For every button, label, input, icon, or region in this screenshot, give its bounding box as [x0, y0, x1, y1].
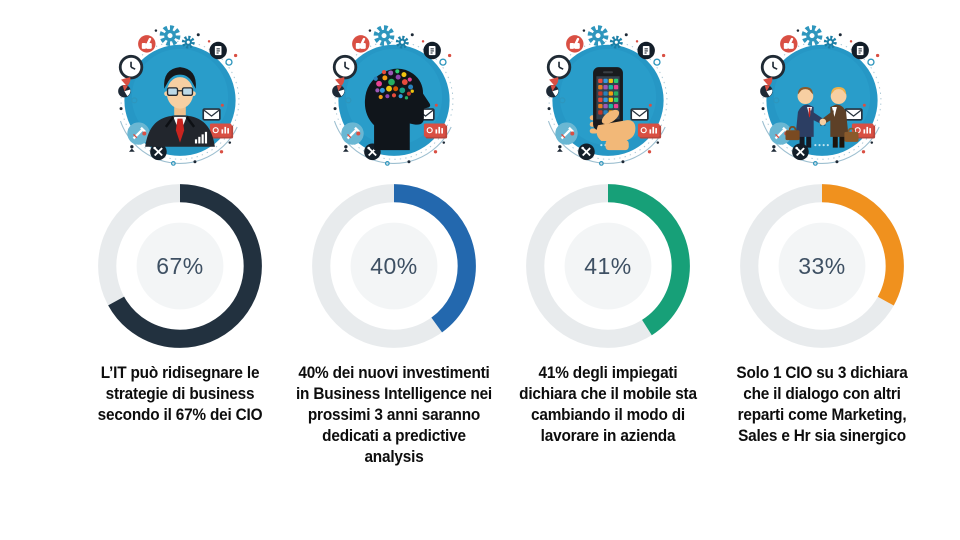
donut-progress: [98, 184, 262, 348]
percent-value: 41%: [584, 252, 632, 279]
percent-value: 67%: [156, 252, 204, 279]
donut-chart-bi: 40%: [310, 182, 478, 350]
handshake-hands: [819, 118, 827, 126]
donut-progress: [740, 184, 904, 348]
smartphone-hand-illustration: [525, 14, 691, 180]
handshake-illustration: [739, 14, 905, 180]
brain-dots: [373, 69, 414, 100]
stat-card-bi: 40% 40% dei nuovi investimenti in Busine…: [296, 14, 492, 468]
hand-palm: [596, 120, 636, 141]
stat-card-mobile: 41% 41% degli impiegati dichiara che il …: [510, 14, 706, 468]
stat-caption: Solo 1 CIO su 3 dichiara che il dialogo …: [736, 364, 908, 445]
percent-value: 33%: [798, 252, 846, 279]
donut-center: [350, 222, 438, 310]
briefcase-icon: [785, 126, 800, 141]
hand-thumb: [601, 109, 620, 124]
donut-chart-mobile: 41%: [524, 182, 692, 350]
stat-caption: L’IT può ridisegnare le strategie di bus…: [97, 364, 263, 424]
donut-center: [136, 222, 224, 310]
donut-center: [564, 222, 652, 310]
stat-caption: 41% degli impiegati dichiara che il mobi…: [519, 364, 697, 445]
idea-head-illustration: [311, 14, 477, 180]
infographic-board: 67% L’IT può ridisegnare le strategie di…: [0, 0, 920, 468]
donut-chart-cio: 67%: [96, 182, 264, 350]
stat-caption: 40% dei nuovi investimenti in Business I…: [295, 364, 493, 466]
businessman-figure: [145, 67, 215, 147]
app-grid: [598, 78, 619, 115]
glasses-icon: [166, 87, 194, 97]
donut-progress: [526, 184, 690, 348]
stat-card-cio: 67% L’IT può ridisegnare le strategie di…: [82, 14, 278, 468]
businessman-illustration: [97, 14, 263, 180]
donut-progress: [312, 184, 476, 348]
donut-chart-handshake: 33%: [738, 182, 906, 350]
handshake-figures: [785, 87, 859, 148]
percent-value: 40%: [370, 252, 418, 279]
bar-chart-icon: [194, 131, 208, 144]
head-silhouette-figure: [364, 68, 431, 151]
smartphone-figure: [589, 67, 636, 151]
stat-card-handshake: 33% Solo 1 CIO su 3 dichiara che il dial…: [724, 14, 920, 468]
donut-center: [778, 222, 866, 310]
decoration-icons: [739, 16, 905, 180]
briefcase-icon: [844, 127, 859, 142]
